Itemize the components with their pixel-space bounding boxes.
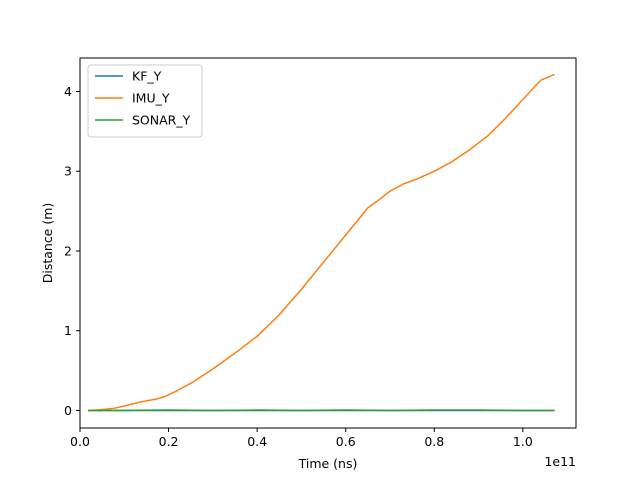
legend-label-sonar-y: SONAR_Y — [132, 113, 191, 128]
legend-box — [87, 64, 203, 138]
legend: KF_Y IMU_Y SONAR_Y — [87, 64, 203, 138]
x-tick-label: 0.2 — [159, 434, 179, 449]
x-tick-label: 1.0 — [513, 434, 533, 449]
y-tick-label: 4 — [64, 84, 72, 99]
x-axis: 0.0 0.2 0.4 0.6 0.8 1.0 — [70, 428, 533, 449]
x-tick-label: 0.8 — [424, 434, 444, 449]
x-offset-label: 1e11 — [544, 454, 576, 469]
y-axis: 0 1 2 3 4 — [64, 84, 80, 418]
y-axis-label: Distance (m) — [40, 203, 55, 284]
plot-frame — [79, 57, 577, 429]
y-tick-label: 0 — [64, 403, 72, 418]
x-tick-label: 0.0 — [70, 434, 90, 449]
legend-label-kf-y: KF_Y — [132, 69, 162, 84]
legend-label-imu-y: IMU_Y — [132, 91, 170, 106]
x-tick-label: 0.4 — [247, 434, 267, 449]
x-tick-label: 0.6 — [336, 434, 356, 449]
x-axis-label: Time (ns) — [298, 456, 358, 471]
series-line-imu-y — [88, 73, 555, 412]
plot-lines — [88, 73, 555, 412]
y-tick-label: 1 — [64, 323, 72, 338]
y-tick-label: 2 — [64, 243, 72, 258]
y-tick-label: 3 — [64, 164, 72, 179]
